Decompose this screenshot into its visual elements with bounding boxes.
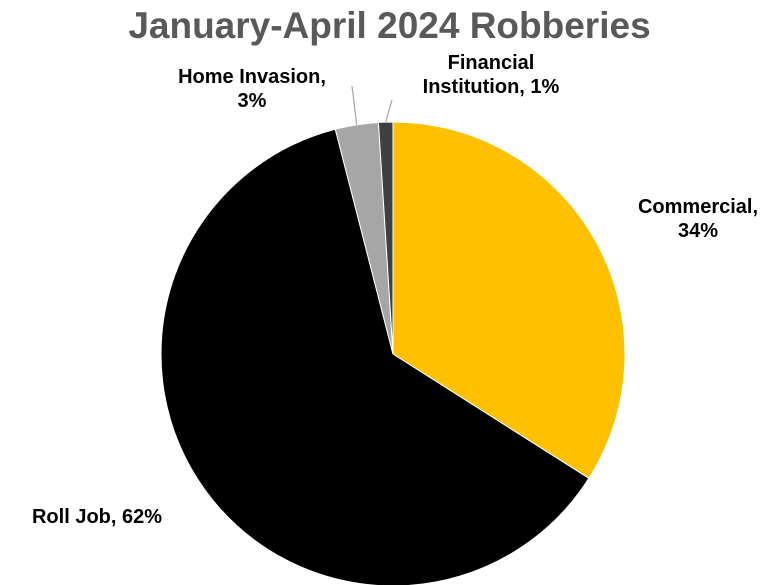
data-label-financial-institution: Financial Institution, 1%	[423, 52, 560, 98]
pie-slice-roll-job	[160, 128, 590, 585]
pie-slice-commercial	[392, 121, 626, 480]
data-label-home-invasion: Home Invasion, 3%	[178, 66, 326, 112]
leader-line	[385, 99, 393, 123]
data-label-roll-job: Roll Job, 62%	[32, 506, 162, 528]
leader-line	[351, 85, 358, 125]
chart-title: January-April 2024 Robberies	[128, 5, 651, 46]
pie-slice-financial-institution	[377, 121, 394, 355]
data-label-commercial: Commercial, 34%	[638, 196, 758, 242]
